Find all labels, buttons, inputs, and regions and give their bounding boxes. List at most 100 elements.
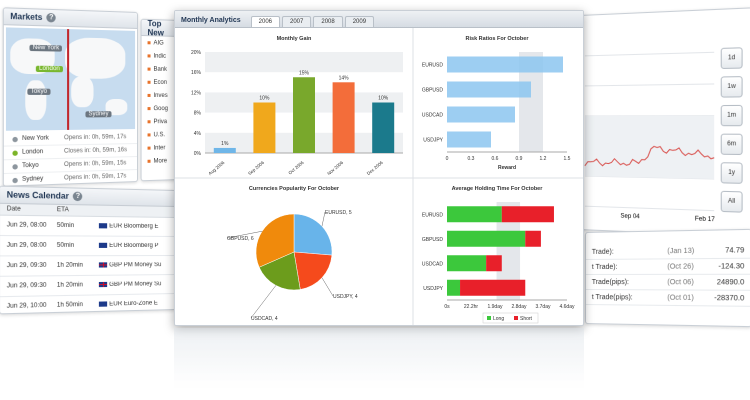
grid-band xyxy=(205,52,403,72)
map-continent xyxy=(71,76,93,107)
chart-title: Risk Ratios For October xyxy=(466,36,530,42)
row-date: Jun 29, 09:30 xyxy=(0,283,57,290)
bar-long xyxy=(447,255,486,271)
bar xyxy=(333,82,355,153)
help-icon[interactable]: ? xyxy=(73,192,82,202)
tab-2006[interactable]: 2006 xyxy=(251,16,280,27)
chart-title: Average Holding Time For October xyxy=(452,186,544,192)
row-eta: 1h 50min xyxy=(57,302,99,309)
tab-2008[interactable]: 2008 xyxy=(313,16,342,27)
bar-short xyxy=(460,280,525,296)
row-date: Jun 29, 10:00 xyxy=(0,302,57,310)
data-label: 1% xyxy=(221,141,229,147)
range-button-all[interactable]: All xyxy=(721,191,743,213)
row-eta: 50min xyxy=(57,243,99,249)
headline-text: Indic xyxy=(154,53,167,59)
bar xyxy=(447,132,491,148)
range-button-6m[interactable]: 6m xyxy=(721,134,743,155)
legend-swatch xyxy=(514,316,518,320)
headline-text: Goog xyxy=(154,106,168,112)
slice-label: GBPUSD, 6 xyxy=(227,236,254,242)
bar xyxy=(447,82,531,98)
help-icon[interactable]: ? xyxy=(47,13,56,23)
y-tick: 4% xyxy=(194,131,202,137)
flag-icon xyxy=(99,262,107,267)
x-tick: 4.6day xyxy=(559,304,575,310)
stat-date: (Oct 06) xyxy=(667,279,709,286)
trade-stats-panel: Trade): (Jan 13) 74.79 t Trade): (Oct 26) -12… xyxy=(585,229,750,327)
x-tick: 0.9 xyxy=(516,156,523,162)
market-row[interactable]: Sydney Opens in: 0h, 59m, 17s xyxy=(4,170,137,187)
status-dot-icon xyxy=(12,177,17,182)
status-dot-icon xyxy=(12,136,17,141)
range-button-1m[interactable]: 1m xyxy=(721,105,743,126)
bullet-icon xyxy=(148,120,151,123)
bar xyxy=(447,107,515,123)
reflection xyxy=(174,328,584,388)
headline-text: More xyxy=(154,158,167,164)
gridline xyxy=(585,52,714,56)
bullet-icon xyxy=(148,81,151,84)
range-button-1y[interactable]: 1y xyxy=(721,162,743,184)
market-time: Opens in: 0h, 59m, 17s xyxy=(64,173,126,181)
markets-panel: Markets ? New York London Tokyo Sydney N… xyxy=(3,7,138,187)
currency-popularity-chart: Currencies Popularity For October EURUSD,… xyxy=(227,186,358,322)
row-date: Jun 29, 09:30 xyxy=(0,263,57,270)
column-date[interactable]: Date xyxy=(0,206,57,213)
x-tick: 0.3 xyxy=(468,156,475,162)
market-city: New York xyxy=(22,135,64,142)
news-table-body: Jun 29, 08:00 50min EUR Bloomberg E Jun 29,… xyxy=(0,216,175,315)
bullet-icon xyxy=(148,94,151,97)
markets-header: Markets ? xyxy=(4,8,137,29)
bar xyxy=(253,103,275,154)
bar xyxy=(293,77,315,153)
bullet-icon xyxy=(148,107,151,110)
x-tick: Aug 2006 xyxy=(207,160,225,177)
market-time: Closes in: 0h, 59m, 16s xyxy=(64,147,127,154)
stat-value: -28370.0 xyxy=(710,294,745,302)
x-axis-label: Reward xyxy=(498,165,516,171)
table-row[interactable]: Jun 29, 09:30 1h 20min GBP PM Money Su xyxy=(0,256,175,277)
bar-short xyxy=(502,206,554,222)
y-tick: 16% xyxy=(191,70,202,76)
market-time: Opens in: 0h, 59m, 15s xyxy=(64,160,126,168)
bar-long xyxy=(447,231,525,247)
y-tick: 8% xyxy=(194,111,202,117)
x-tick: 3.7day xyxy=(535,304,551,310)
market-time: Opens in: 0h, 59m, 17s xyxy=(64,134,126,141)
headline-text: Inves xyxy=(154,92,168,98)
x-tick: 0.6 xyxy=(492,156,499,162)
legend-label: Short xyxy=(520,316,533,322)
status-dot-icon xyxy=(12,164,17,169)
daylight-line xyxy=(67,29,69,130)
range-button-1w[interactable]: 1w xyxy=(721,76,743,98)
leader-line xyxy=(251,285,276,318)
stat-date: (Oct 26) xyxy=(667,263,709,270)
row-date: Jun 29, 08:00 xyxy=(0,222,57,229)
tab-2007[interactable]: 2007 xyxy=(282,16,311,27)
row-event: EUR Bloomberg E xyxy=(109,223,175,230)
y-tick: GBPUSD xyxy=(422,88,444,94)
markets-title: Markets xyxy=(10,12,42,22)
bar-short xyxy=(486,255,502,271)
x-tick: Oct 2006 xyxy=(287,160,305,176)
table-row[interactable]: Jun 29, 10:00 1h 50min EUR Euro-Zone E xyxy=(0,294,175,314)
y-tick: 20% xyxy=(191,50,202,56)
table-row[interactable]: Jun 29, 08:00 50min EUR Bloomberg P xyxy=(0,236,175,256)
row-eta: 50min xyxy=(57,223,99,230)
stat-value: 74.79 xyxy=(710,247,745,255)
table-row[interactable]: Jun 29, 08:00 50min EUR Bloomberg E xyxy=(0,216,175,237)
data-label: 10% xyxy=(378,96,389,102)
tab-2009[interactable]: 2009 xyxy=(345,16,374,27)
x-tick: 1.2 xyxy=(540,156,547,162)
risk-ratios-chart: Risk Ratios For October0 0.3 0.6 0.9 1.2 1.5E… xyxy=(422,36,571,171)
y-tick: EURUSD xyxy=(422,63,444,69)
analytics-charts: Monthly Gain 0% 4% 8% 12% 16% 20% 1% Aug 2006 10%… xyxy=(175,28,584,326)
y-tick: 12% xyxy=(191,90,202,96)
column-eta[interactable]: ETA xyxy=(57,207,99,214)
row-event: GBP PM Money Su xyxy=(109,281,175,288)
range-button-1d[interactable]: 1d xyxy=(721,47,743,69)
news-calendar-title: News Calendar xyxy=(7,190,69,201)
stat-value: 24890.0 xyxy=(710,279,745,286)
row-event: EUR Euro-Zone E xyxy=(109,300,175,308)
